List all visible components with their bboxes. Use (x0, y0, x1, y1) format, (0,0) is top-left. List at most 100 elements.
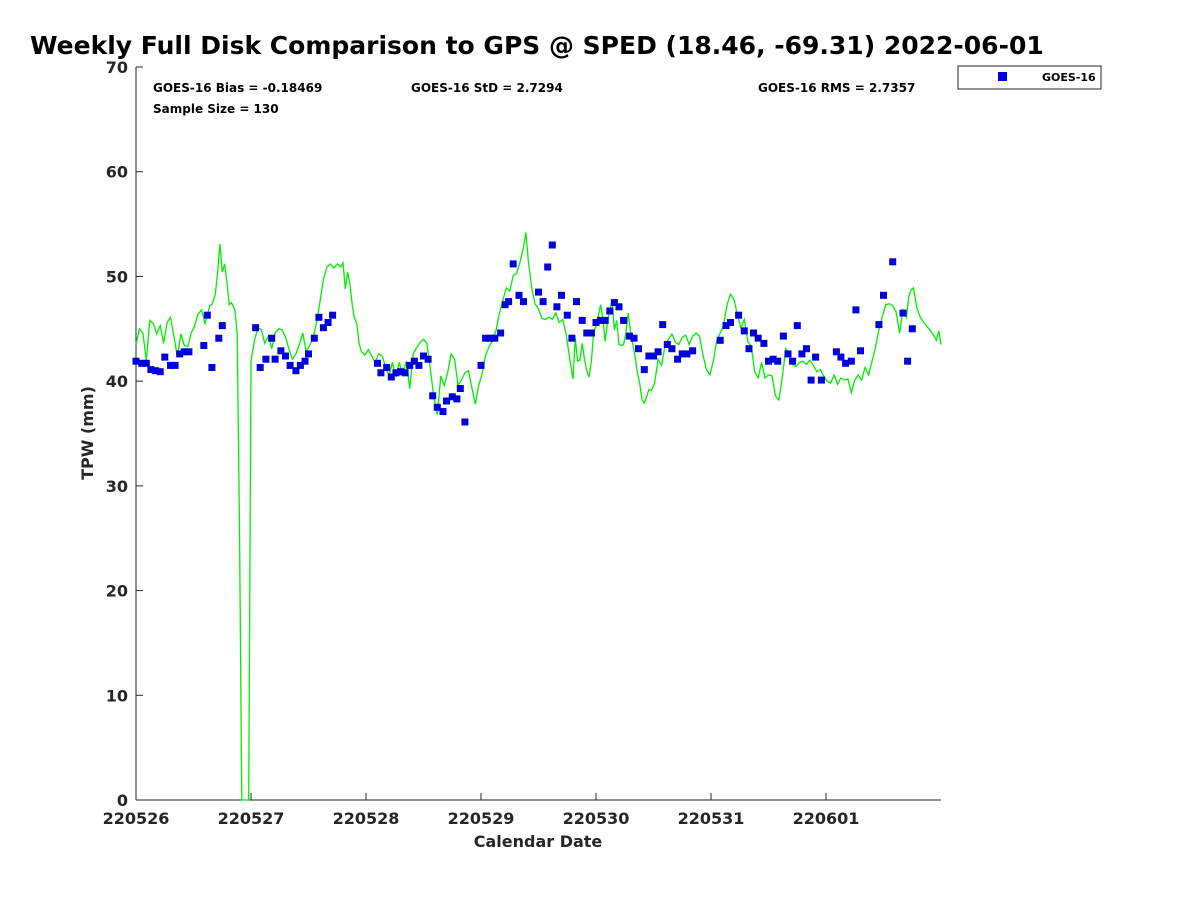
goes16-point (899, 309, 907, 317)
goes16-point (180, 348, 188, 356)
goes16-point (615, 303, 623, 311)
goes16-point (875, 321, 883, 329)
goes16-point (439, 408, 447, 415)
y-tick-label: 10 (106, 686, 128, 705)
goes16-point (315, 313, 323, 321)
rms-stat: GOES-16 RMS = 2.7357 (758, 81, 915, 95)
goes16-point (535, 288, 542, 296)
goes16-point (152, 367, 160, 375)
goes16-point (583, 329, 591, 337)
goes16-point (727, 319, 734, 326)
goes16-point (635, 345, 642, 353)
goes16-point (161, 353, 169, 361)
goes16-point (208, 364, 216, 371)
goes16-point (171, 361, 179, 369)
goes16-point (740, 327, 748, 335)
goes16-point (668, 345, 676, 353)
goes16-point (420, 352, 427, 360)
x-tick-label: 220526 (103, 809, 170, 828)
goes16-point (482, 334, 490, 342)
goes16-point (807, 376, 815, 384)
goes16-point (645, 352, 653, 360)
goes16-point (760, 339, 768, 347)
goes16-point (142, 359, 150, 367)
goes16-point (789, 357, 797, 365)
x-axis-label: Calendar Date (474, 832, 603, 851)
x-tick-label: 220601 (793, 809, 860, 828)
goes16-point (305, 350, 312, 358)
goes16-series-points (132, 241, 916, 426)
goes16-point (262, 355, 270, 363)
goes16-point (448, 393, 456, 401)
goes16-point (456, 385, 464, 392)
goes16-point (544, 263, 552, 271)
goes16-point (277, 347, 285, 355)
goes16-point (620, 316, 628, 324)
goes16-point (842, 359, 850, 367)
goes16-point (424, 355, 432, 363)
legend-box (957, 65, 1102, 90)
goes16-point (505, 298, 513, 306)
goes16-point (798, 350, 806, 358)
goes16-point (847, 357, 855, 365)
std-stat: GOES-16 StD = 2.7294 (411, 81, 563, 95)
x-tick-label: 220527 (218, 809, 285, 828)
goes16-point (477, 361, 485, 369)
y-axis-ticks: 0 10 20 30 40 50 60 70 (106, 58, 143, 810)
y-tick-label: 30 (106, 477, 128, 496)
goes16-point (377, 369, 385, 377)
goes16-point (401, 369, 409, 377)
goes16-point (410, 357, 418, 365)
x-tick-label: 220531 (678, 809, 745, 828)
goes16-point (301, 357, 309, 365)
goes16-point (774, 357, 782, 365)
goes16-point (292, 367, 300, 375)
goes16-point (218, 322, 226, 330)
goes16-point (689, 347, 697, 355)
goes16-point (784, 350, 792, 358)
y-tick-label: 70 (106, 58, 128, 77)
goes16-point (852, 306, 860, 314)
goes16-point (553, 303, 561, 311)
x-tick-label: 220530 (563, 809, 630, 828)
goes16-point (383, 364, 391, 371)
goes16-point (539, 298, 547, 306)
goes16-point (587, 329, 595, 337)
goes16-point (548, 241, 556, 249)
sample-size-stat: Sample Size = 130 (153, 102, 279, 116)
x-tick-label: 220528 (333, 809, 400, 828)
goes16-point (319, 324, 327, 332)
goes16-point (812, 353, 820, 361)
goes16-point (156, 368, 164, 376)
goes16-point (578, 316, 586, 324)
goes16-point (769, 355, 777, 363)
goes16-point (663, 341, 671, 348)
goes16-point (650, 352, 657, 360)
goes16-point (497, 329, 505, 337)
goes16-point (601, 316, 609, 324)
goes16-point (592, 319, 600, 326)
chart-title: Weekly Full Disk Comparison to GPS @ SPE… (30, 31, 1044, 60)
goes16-point (735, 311, 743, 319)
goes16-point (491, 334, 499, 342)
goes16-point (563, 311, 571, 319)
goes16-point (750, 329, 757, 337)
goes16-point (132, 357, 140, 365)
goes16-point (392, 369, 400, 377)
goes16-point (745, 345, 753, 353)
goes16-point (185, 348, 193, 356)
goes16-point (889, 258, 897, 266)
gps-tpw-line (135, 232, 942, 801)
y-tick-label: 50 (106, 267, 128, 286)
goes16-point (215, 334, 223, 342)
goes16-point (453, 395, 461, 403)
goes16-point (509, 260, 517, 268)
goes16-point (138, 359, 146, 367)
goes16-point (397, 368, 404, 376)
goes16-point (674, 355, 682, 363)
goes16-point (640, 366, 648, 374)
goes16-point (606, 307, 614, 315)
goes16-point (415, 361, 423, 369)
goes16-point (857, 347, 864, 355)
